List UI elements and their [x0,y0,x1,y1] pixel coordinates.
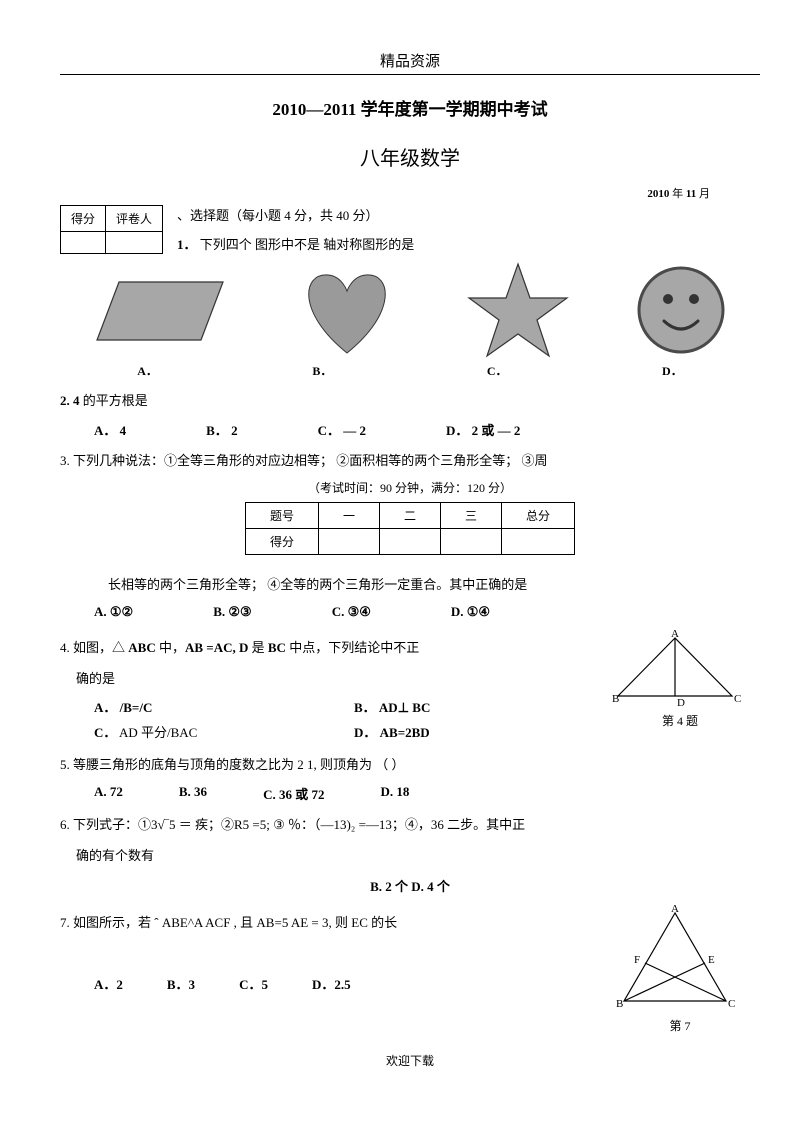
date-year: 2010 [647,188,669,200]
grader-cell [106,232,163,254]
sum-h: 题号 [245,503,318,529]
q1-shapes [60,260,760,360]
q2-pre: 2. 4 [60,393,80,408]
star-icon [463,260,573,360]
q7-options: A．2 B．3 C．5 D．2.5 [60,974,588,993]
q4-figure: A B D C 第 4 题 [600,630,760,729]
svg-text:C: C [734,693,741,705]
q1-label-a: A． [137,362,158,379]
q1: 1． 下列四个 图形中不是 轴对称图形的是 [60,234,760,253]
svg-text:F: F [634,954,640,966]
q1-label-b: B． [312,362,332,379]
q6-options: B. 2 个 D. 4 个 [60,875,760,900]
q3-b: B. ②③ [213,604,251,620]
exam-page: 精品资源 2010—2011 学年度第一学期期中考试 八年级数学 2010 年 … [0,0,800,1133]
svg-text:E: E [708,954,715,966]
footer-text: 欢迎下载 [60,1052,760,1069]
smiley-icon [634,263,729,358]
q4-line1: 4. 如图，△ ABC 中，AB =AC, D 是 BC 中点，下列结论中不正 [60,636,588,661]
q7: 7. 如图所示，若 ˆ ABE^A ACF , 且 AB=5 AE = 3, 则… [60,911,588,936]
q2-a: A． 4 [94,420,126,439]
exam-date: 2010 年 11 月 [60,185,760,201]
header-rule [60,74,760,75]
q1-label-c: C． [487,362,508,379]
q7-c: C．5 [239,974,268,993]
sum-c2: 二 [379,503,440,529]
q7-d: D．2.5 [312,974,351,993]
summary-table: 题号 一 二 三 总分 得分 [245,502,575,555]
q6-line2: 确的有个数有 [60,844,760,869]
sum-e1 [318,529,379,555]
heart-icon [292,263,402,358]
q5-options: A. 72 B. 36 C. 36 或 72 D. 18 [60,784,760,803]
q4-c: C． AD 平分/BAC [94,722,354,741]
q7-caption: 第 7 [600,1017,760,1034]
exam-duration-note: （考试时间：90 分钟，满分：120 分） [60,479,760,496]
q5-d: D. 18 [380,784,409,803]
sum-e3 [441,529,502,555]
q1-label-d: D． [662,362,683,379]
q2-b: B． 2 [206,420,237,439]
score-header-score: 得分 [61,206,106,232]
score-cell [61,232,106,254]
q4-b: B． AD⊥ BC [354,697,554,716]
main-title: 2010—2011 学年度第一学期期中考试 [60,95,760,120]
svg-text:D: D [677,697,685,709]
q5-a: A. 72 [94,784,123,803]
date-month: 11 [686,188,696,200]
svg-text:A: A [671,905,679,915]
sum-e2 [379,529,440,555]
q3-a: A. ①② [94,604,133,620]
sum-c1: 一 [318,503,379,529]
sum-c4: 总分 [502,503,575,529]
date-post: 月 [696,188,710,200]
resource-category: 精品资源 [60,50,760,71]
q5-b: B. 36 [179,784,207,803]
sum-e4 [502,529,575,555]
q4-options: A． /B=/C B． AD⊥ BC C． AD 平分/BAC D． AB=2B… [60,697,588,741]
section-1-desc: 、选择题（每小题 4 分，共 40 分） [60,205,760,224]
q4-block: 4. 如图，△ ABC 中，AB =AC, D 是 BC 中点，下列结论中不正 … [60,630,760,747]
q2-options: A． 4 B． 2 C． — 2 D． 2 或 — 2 [60,420,760,439]
q1-labels: A． B． C． D． [60,362,760,379]
q4-line2: 确的是 [60,667,588,692]
svg-text:B: B [616,998,623,1010]
q2: 2. 4 的平方根是 [60,389,760,414]
q3-c: C. ③④ [332,604,371,620]
date-mid: 年 [669,188,686,200]
q5: 5. 等腰三角形的底角与顶角的度数之比为 2 1, 则顶角为 （ ） [60,753,760,778]
q3-line1: 3. 下列几种说法：①全等三角形的对应边相等； ②面积相等的两个三角形全等； ③… [60,449,760,474]
q4-a: A． /B=/C [94,697,354,716]
sum-c3: 三 [441,503,502,529]
q7-block: 7. 如图所示，若 ˆ ABE^A ACF , 且 AB=5 AE = 3, 则… [60,905,760,1034]
svg-text:C: C [728,998,735,1010]
q2-c: C． — 2 [318,420,366,439]
score-header-grader: 评卷人 [106,206,163,232]
q1-num: 1． [177,237,197,252]
q4-d: D． AB=2BD [354,722,554,741]
score-table: 得分 评卷人 [60,205,163,254]
q7-b: B．3 [167,974,195,993]
q7-a: A．2 [94,974,123,993]
parallelogram-icon [91,268,231,353]
q6: 6. 下列式子：①3√‾5 ＝ 疾；②R5 =5; ③ ％：（—13)₂ =—1… [60,813,760,838]
sub-title: 八年级数学 [60,142,760,171]
q3-d: D. ①④ [451,604,490,620]
svg-text:B: B [612,693,619,705]
q1-stem: 下列四个 图形中不是 轴对称图形的是 [200,237,415,252]
q4-caption: 第 4 题 [600,712,760,729]
svg-text:A: A [671,630,679,640]
q3-options: A. ①② B. ②③ C. ③④ D. ①④ [60,604,760,620]
sum-r2: 得分 [245,529,318,555]
q3-line2: 长相等的两个三角形全等； ④全等的两个三角形一定重合。其中正确的是 [60,573,760,598]
q2-d: D． 2 或 — 2 [446,420,520,439]
q2-post: 的平方根是 [80,393,148,408]
q5-c: C. 36 或 72 [263,784,324,803]
q7-figure: A B C F E 第 7 [600,905,760,1034]
